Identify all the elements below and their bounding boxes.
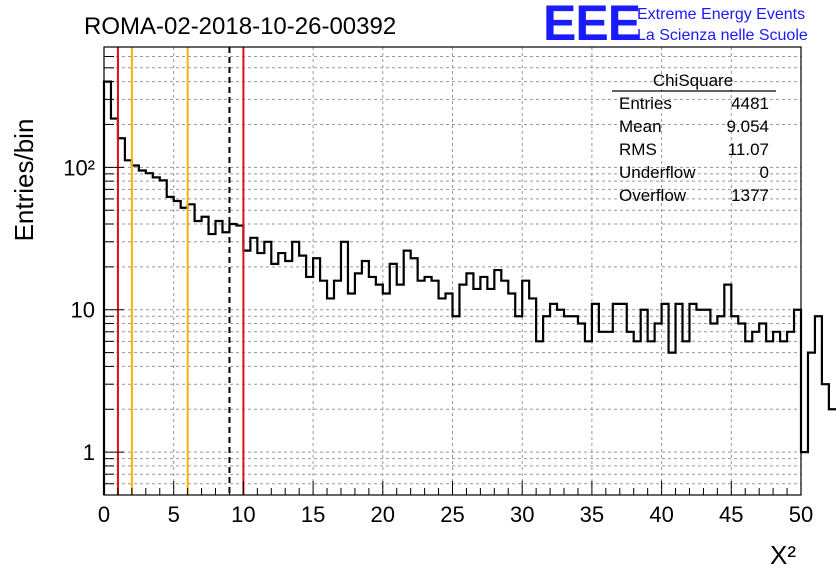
logo-mark: EEE bbox=[543, 0, 640, 51]
y-tick-label-100: 10² bbox=[63, 155, 95, 180]
x-tick-label-15: 15 bbox=[301, 502, 325, 527]
x-tick-label-30: 30 bbox=[510, 502, 534, 527]
stats-label-rms: RMS bbox=[619, 140, 657, 159]
stats-label-overflow: Overflow bbox=[619, 186, 687, 205]
stats-value-underflow: 0 bbox=[760, 163, 769, 182]
histogram-line bbox=[102, 80, 836, 495]
cut-lines bbox=[116, 47, 245, 495]
x-tick-label-40: 40 bbox=[649, 502, 673, 527]
y-tick-labels: 1 10 10² bbox=[63, 155, 95, 465]
x-tick-label-0: 0 bbox=[98, 502, 110, 527]
x-axis-title: X² bbox=[770, 540, 796, 570]
stats-value-mean: 9.054 bbox=[726, 117, 769, 136]
stats-name: ChiSquare bbox=[653, 71, 733, 90]
stats-label-mean: Mean bbox=[619, 117, 662, 136]
grid bbox=[104, 47, 801, 495]
x-tick-label-5: 5 bbox=[168, 502, 180, 527]
stats-value-rms: 11.07 bbox=[728, 140, 769, 159]
x-tick-label-45: 45 bbox=[719, 502, 743, 527]
x-tick-label-10: 10 bbox=[231, 502, 255, 527]
stats-box: ChiSquare Entries 4481 Mean 9.054 RMS 11.07 Un… bbox=[612, 71, 776, 205]
x-tick-labels: 0 5 10 15 20 25 30 35 40 45 50 bbox=[98, 502, 813, 527]
stats-value-overflow: 1377 bbox=[731, 186, 769, 205]
stats-label-entries: Entries bbox=[619, 94, 672, 113]
logo-line-1: Extreme Energy Events bbox=[637, 6, 805, 23]
x-tick-label-35: 35 bbox=[580, 502, 604, 527]
logo-line-2: La Scienza nelle Scuole bbox=[637, 27, 808, 44]
eee-logo: EEE Extreme Energy Events La Scienza nel… bbox=[543, 0, 808, 51]
axis-ticks bbox=[103, 46, 802, 496]
y-tick-label-1: 1 bbox=[83, 440, 95, 465]
x-tick-label-20: 20 bbox=[371, 502, 395, 527]
x-tick-label-25: 25 bbox=[440, 502, 464, 527]
x-tick-label-50: 50 bbox=[789, 502, 813, 527]
stats-value-entries: 4481 bbox=[731, 94, 769, 113]
chart-title: ROMA-02-2018-10-26-00392 bbox=[84, 13, 396, 40]
histogram-bars bbox=[102, 80, 836, 495]
y-tick-label-10: 10 bbox=[71, 298, 95, 323]
stats-label-underflow: Underflow bbox=[619, 163, 696, 182]
y-axis-title: Entries/bin bbox=[9, 119, 39, 242]
